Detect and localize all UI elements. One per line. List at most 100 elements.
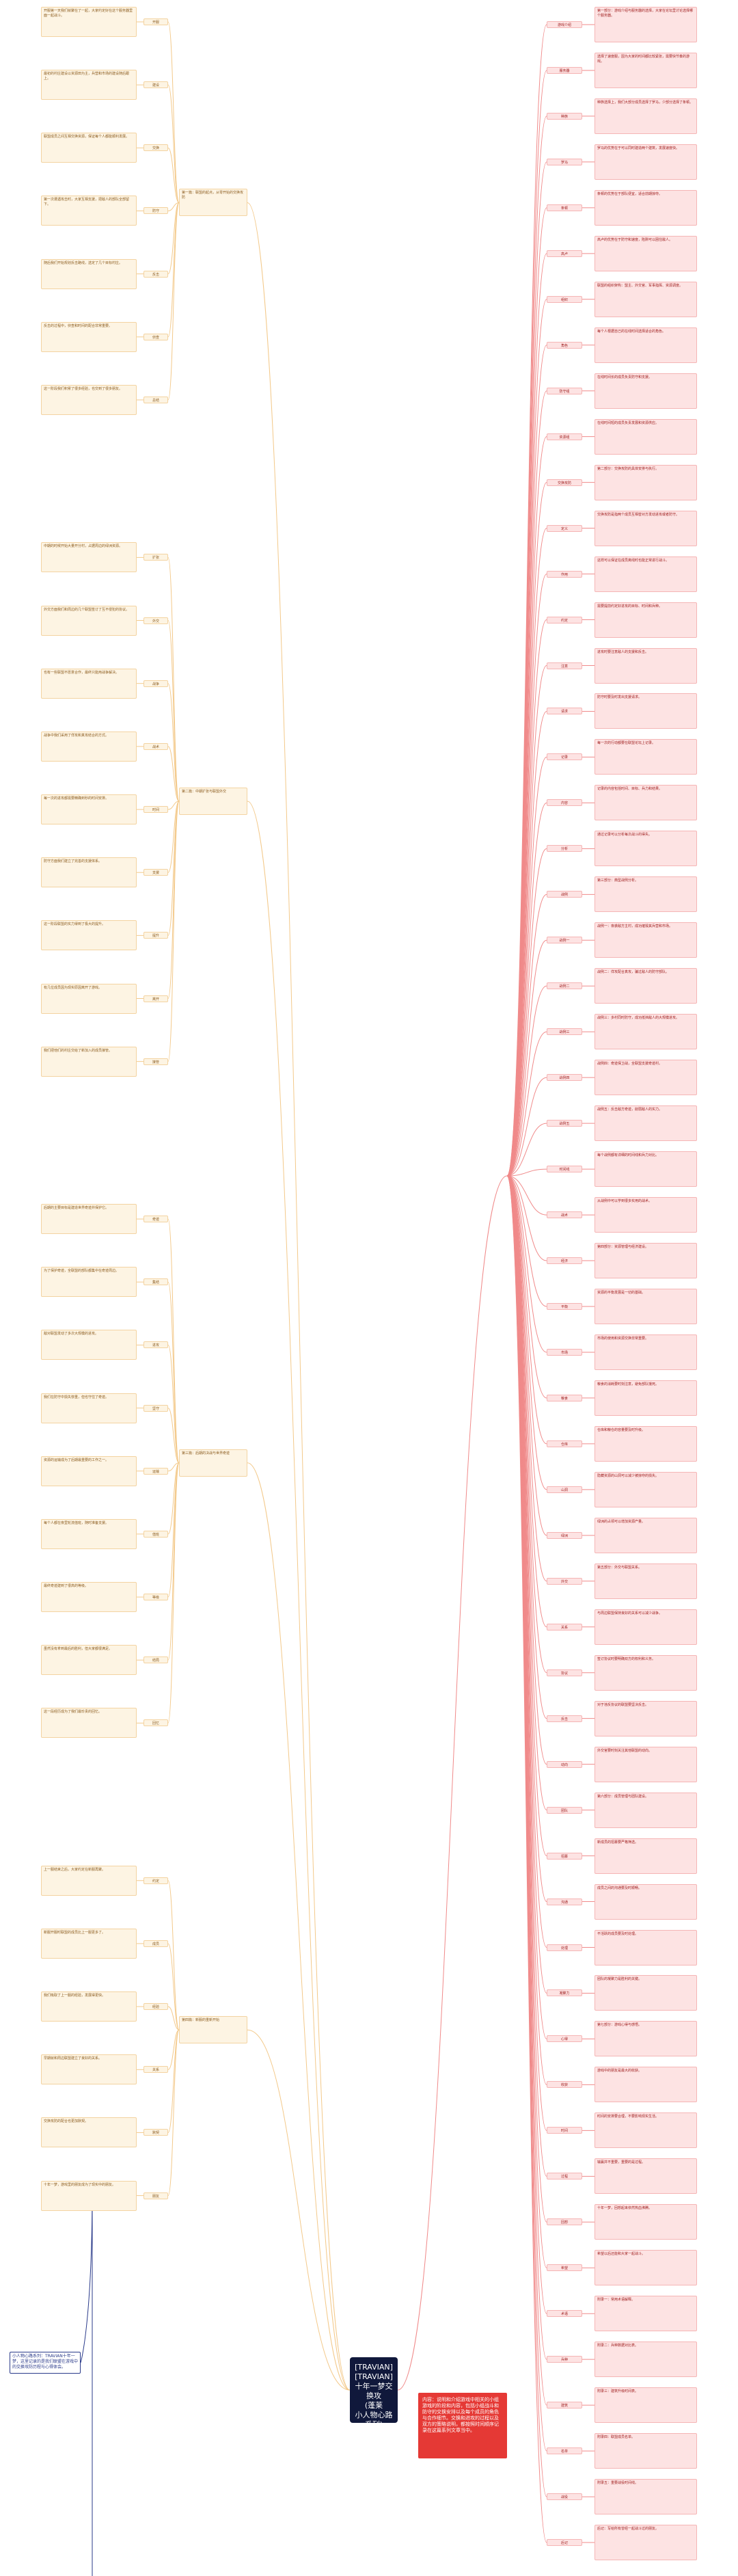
left-text-node: 我们在防守中损失惨重，但也守住了奇迹。	[41, 1393, 137, 1423]
left-label-node: 回忆	[144, 1719, 168, 1727]
left-label-node: 朋友	[144, 2192, 168, 2199]
left-cluster-link	[167, 1462, 180, 1598]
right-text-node: 游戏中的朋友是最大的收获。	[594, 2067, 697, 2103]
left-text-node: 有几位成员因为现实原因离开了游戏。	[41, 983, 137, 1014]
left-text-node: 每一次的进攻都需要精确到秒的时间安排。	[41, 794, 137, 825]
right-label-node: 请求	[547, 708, 582, 715]
left-cluster-node: 第四篇：新服的重新开始	[179, 2016, 247, 2044]
left-text-node: 外交方面我们和周边的几个联盟签订了互不侵犯的协议。	[41, 605, 137, 636]
right-item-link	[506, 1175, 547, 1261]
right-item-link	[506, 1175, 547, 2177]
right-label-node: 绿洲	[547, 1531, 582, 1539]
left-cluster-node: 第三篇：后期的决战与世界奇迹	[179, 1449, 247, 1477]
left-label-node: 扩张	[144, 554, 168, 561]
right-item-link	[506, 1175, 547, 2543]
right-label-node: 战例五	[547, 1120, 582, 1127]
left-cluster-link	[167, 801, 180, 1062]
right-text-node: 记录的内容包括时间、目标、兵力和结果。	[594, 785, 697, 821]
left-label-node: 时间	[144, 806, 168, 814]
left-label-node: 约定	[144, 1877, 168, 1884]
left-cluster-link	[167, 1218, 180, 1464]
right-item-link	[506, 1175, 547, 1399]
right-item-link	[506, 848, 547, 1177]
right-text-node: 成员之间的沟通要及时顺畅。	[594, 1883, 697, 1920]
right-text-node: 第五部分：外交与联盟关系。	[594, 1563, 697, 1599]
right-label-node: 回想	[547, 2218, 582, 2226]
right-text-node: 签订协议时要明确双方的权利和义务。	[594, 1654, 697, 1691]
left-cluster-link	[167, 1344, 180, 1464]
right-text-node: 绿洲的占领可以增加资源产量。	[594, 1517, 697, 1553]
right-text-node: 高卢的优势在于防守和速度，陷阱可以困住敌人。	[594, 235, 697, 271]
right-label-node: 关系	[547, 1623, 582, 1631]
left-text-node: 资源的运输成为了后期最重要的工作之一。	[41, 1455, 137, 1486]
right-item-link	[506, 1175, 547, 1353]
right-text-node: 市场的使用和资源交换非常重要。	[594, 1334, 697, 1370]
left-cluster-link	[167, 2029, 180, 2070]
right-item-link	[506, 1175, 547, 1536]
right-item-link	[506, 1168, 547, 1177]
right-label-node: 仓库	[547, 1440, 582, 1447]
right-item-link	[506, 1175, 547, 1216]
right-label-node: 术语	[547, 2310, 582, 2318]
right-text-node: 每一次的行动都要在联盟论坛上记录。	[594, 739, 697, 775]
right-item-link	[506, 1175, 547, 2452]
left-label-node: 开服	[144, 18, 168, 25]
left-cluster-link	[167, 801, 180, 999]
right-item-link	[506, 665, 547, 1177]
left-cluster-link	[167, 2029, 180, 2197]
right-label-node: 条顿	[547, 204, 582, 211]
right-label-node: 外交	[547, 1577, 582, 1585]
right-item-link	[506, 1175, 547, 2268]
left-cluster-link	[167, 202, 180, 275]
right-text-node: 战例四：奇迹保卫战，全联盟支援奇迹村。	[594, 1060, 697, 1096]
right-text-node: 第七部分：游戏心得与感悟。	[594, 2021, 697, 2057]
right-item-link	[506, 1077, 547, 1177]
right-text-node: 输赢并不重要，重要的是过程。	[594, 2158, 697, 2195]
left-text-node: 第一次遭遇攻击时，大家互相支援，把敌人的部队全部留下。	[41, 196, 137, 226]
left-label-node: 建设	[144, 81, 168, 89]
left-text-node: 这一阶段联盟的实力得到了极大的提升。	[41, 920, 137, 951]
left-cluster-link	[167, 1943, 180, 2030]
right-text-node: 粮食的消耗要时刻注意，避免部队饿死。	[594, 1380, 697, 1416]
right-label-node: 战役	[547, 2493, 582, 2501]
left-cluster-link	[167, 1880, 180, 2030]
left-cluster-link	[167, 1462, 180, 1723]
left-text-node: 这一阶段我们积累了很多经验，也交到了很多朋友。	[41, 384, 137, 415]
left-text-node: 新服开服时联盟的成员比上一服更多了。	[41, 1928, 137, 1959]
left-root-link	[247, 202, 351, 2391]
right-label-node: 服务器	[547, 66, 582, 74]
right-label-node: 时间	[547, 2127, 582, 2134]
left-text-node: 我们吸取了上一服的经验，发展得更快。	[41, 1991, 137, 2022]
right-label-node: 战例三	[547, 1028, 582, 1036]
right-item-link	[506, 299, 547, 1177]
right-text-node: 从战例中可以学到很多实用的战术。	[594, 1197, 697, 1233]
right-item-link	[506, 756, 547, 1177]
left-cluster-node: 第二篇：中期扩张与联盟外交	[179, 788, 247, 816]
right-label-node: 记录	[547, 753, 582, 761]
right-item-link	[506, 1175, 547, 1307]
right-label-node: 角色	[547, 341, 582, 349]
left-label-node: 战争	[144, 680, 168, 687]
right-text-node: 后记：写给所有曾经一起战斗过的朋友。	[594, 2525, 697, 2561]
right-text-node: 每个战例都有详细的时间线和兵力对比。	[594, 1151, 697, 1188]
left-label-node: 反击	[144, 270, 168, 278]
left-text-node: 为了保护奇迹，全联盟的部队都集中在奇迹周边。	[41, 1267, 137, 1298]
left-text-node: 后期的主要目标是建造世界奇迹并保护它。	[41, 1204, 137, 1235]
right-label-node: 定义	[547, 524, 582, 532]
right-text-node: 第二部分：交换攻防的具体安排与执行。	[594, 464, 697, 500]
right-label-node: 交换攻防	[547, 479, 582, 486]
left-cluster-link	[167, 202, 180, 338]
left-label-node: 结局	[144, 1656, 168, 1664]
left-text-node: 这一段经历成为了我们最珍贵的回忆。	[41, 1708, 137, 1739]
left-text-node: 防守方面我们建立了完善的支援体系。	[41, 857, 137, 888]
left-cluster-link	[167, 746, 180, 802]
left-label-node: 接管	[144, 1058, 168, 1065]
right-text-node: 时间的安排要合理，不要影响现实生活。	[594, 2112, 697, 2149]
right-label-node: 战术	[547, 1211, 582, 1219]
right-item-link	[506, 1175, 547, 1582]
left-label-node: 离开	[144, 995, 168, 1002]
right-label-node: 兵种	[547, 2356, 582, 2363]
left-text-node: 开服第一天我们就聚在了一起，大家约定好在这个服务器里面一起战斗。	[41, 7, 137, 37]
right-text-node: 在线时间长的成员负责防守和支援。	[594, 373, 697, 409]
left-text-node: 虽然没有拿到最后的胜利，但大家都很满足。	[41, 1645, 137, 1676]
